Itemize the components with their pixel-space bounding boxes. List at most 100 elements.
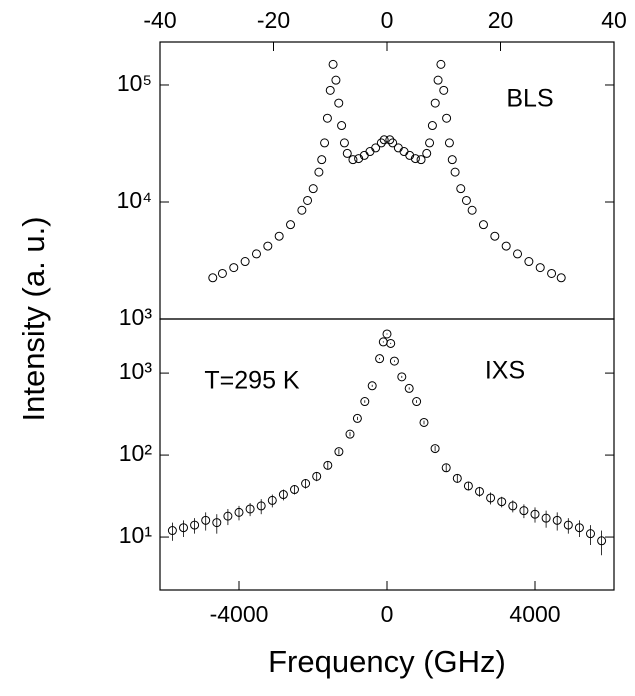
plot-frame [159, 41, 615, 320]
data-point [501, 241, 511, 251]
data-point [519, 506, 529, 516]
data-point [297, 205, 307, 215]
data-point [441, 463, 451, 473]
data-point [278, 490, 288, 500]
data-point [467, 205, 477, 215]
data-point [325, 85, 335, 95]
data-point [427, 121, 437, 131]
data-point [251, 249, 261, 259]
data-point [385, 135, 395, 145]
data-point [444, 138, 454, 148]
data-point [388, 138, 398, 148]
data-point [436, 59, 446, 69]
data-point [323, 460, 333, 470]
x-tick-label: 0 [381, 601, 394, 627]
data-point [267, 495, 277, 505]
data-point [317, 155, 327, 165]
data-point [208, 273, 218, 283]
data-point [574, 523, 584, 533]
annotation: T=295 K [204, 367, 300, 395]
data-point [452, 473, 462, 483]
data-point [354, 154, 364, 164]
x-tick-label: 0 [381, 7, 394, 33]
data-point [419, 417, 429, 427]
data-point [475, 486, 485, 496]
data-point [425, 138, 435, 148]
data-point [547, 268, 557, 278]
data-point [389, 356, 399, 366]
y-tick-label: 10² [119, 440, 153, 466]
data-point [303, 195, 313, 205]
data-point [386, 338, 396, 348]
data-point [399, 147, 409, 157]
data-point [586, 529, 596, 539]
data-point [274, 231, 284, 241]
x-tick-label: -4000 [210, 601, 269, 627]
data-point [286, 220, 296, 230]
x-axis-label: Frequency (GHz) [268, 644, 506, 679]
data-point [530, 509, 540, 519]
data-point [367, 381, 377, 391]
data-point [312, 471, 322, 481]
data-point [301, 479, 311, 489]
x-tick-label: -40 [143, 7, 176, 33]
data-point [352, 413, 362, 423]
data-point [461, 195, 471, 205]
data-point [212, 518, 222, 528]
data-point [190, 520, 200, 530]
data-point [217, 268, 227, 278]
data-point [412, 397, 422, 407]
data-point [308, 184, 318, 194]
data-point [478, 220, 488, 230]
data-point [375, 354, 385, 364]
data-point [289, 485, 299, 495]
data-point [360, 397, 370, 407]
data-point [405, 150, 415, 160]
data-point [178, 523, 188, 533]
y-tick-label: 10⁵ [117, 70, 152, 96]
data-point [229, 263, 239, 273]
annotation: IXS [485, 357, 525, 385]
data-point [430, 98, 440, 108]
data-point [439, 85, 449, 95]
data-point [508, 501, 518, 511]
data-point [393, 143, 403, 153]
data-point [339, 138, 349, 148]
data-point [334, 98, 344, 108]
data-point [524, 257, 534, 267]
annotation: BLS [506, 85, 553, 113]
data-point [563, 520, 573, 530]
data-point [379, 135, 389, 145]
data-point [535, 263, 545, 273]
data-point [345, 429, 355, 439]
data-point [334, 447, 344, 457]
data-point [450, 167, 460, 177]
data-point [382, 329, 392, 339]
data-point [456, 184, 466, 194]
data-point [314, 167, 324, 177]
y-tick-label: 10³ [119, 358, 153, 384]
data-point [376, 138, 386, 148]
data-point [430, 444, 440, 454]
data-point [256, 501, 266, 511]
data-point [410, 154, 420, 164]
x-tick-label: 40 [601, 7, 627, 33]
data-point [245, 504, 255, 514]
x-tick-label: 20 [488, 7, 514, 33]
x-tick-label: 4000 [509, 601, 560, 627]
y-axis-label: Intensity (a. u.) [16, 216, 51, 421]
data-point [263, 241, 273, 251]
data-point [416, 155, 426, 165]
data-point [397, 372, 407, 382]
data-point [513, 249, 523, 259]
data-point [167, 526, 177, 536]
data-point [234, 507, 244, 517]
data-point [552, 515, 562, 525]
data-point [463, 481, 473, 491]
data-point [201, 515, 211, 525]
data-point [328, 59, 338, 69]
data-point [541, 513, 551, 523]
plot-frame [159, 318, 615, 591]
data-point [331, 75, 341, 85]
